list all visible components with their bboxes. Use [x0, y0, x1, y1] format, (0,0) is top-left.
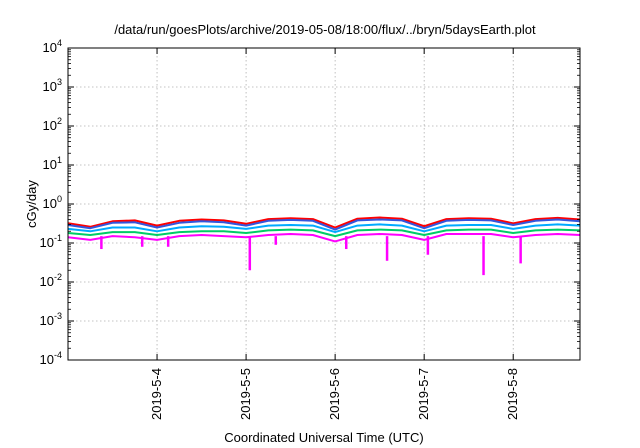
y-axis: 10-4 10-3 10-2 10-1 100 101 102 103 104 [40, 38, 580, 367]
series-line [67, 233, 581, 243]
series-line [67, 223, 581, 234]
x-axis: 2019-5-4 2019-5-5 2019-5-6 2019-5-7 2019-5-8 [149, 48, 520, 420]
x-axis-label: Coordinated Universal Time (UTC) [224, 430, 423, 445]
x-tick-label: 2019-5-7 [416, 368, 431, 420]
series-line [67, 216, 581, 229]
series-line [67, 218, 581, 231]
y-tick-label: 10-2 [40, 272, 62, 289]
grid-lines [68, 48, 580, 360]
y-tick-label: 103 [43, 77, 62, 94]
series-line [67, 228, 581, 238]
series-layer [67, 216, 581, 276]
y-tick-label: 10-1 [40, 233, 62, 250]
y-tick-label: 10-3 [40, 311, 62, 328]
y-axis-label: cGy/day [24, 180, 39, 228]
chart-title: /data/run/goesPlots/archive/2019-05-08/1… [114, 22, 536, 37]
y-tick-label: 10-4 [40, 350, 62, 367]
y-tick-label: 101 [43, 155, 62, 172]
y-tick-label: 104 [43, 38, 62, 55]
x-tick-label: 2019-5-8 [505, 368, 520, 420]
x-tick-label: 2019-5-4 [149, 368, 164, 420]
y-tick-label: 102 [43, 116, 62, 133]
y-tick-label: 100 [43, 194, 62, 211]
x-tick-label: 2019-5-6 [327, 368, 342, 420]
x-tick-label: 2019-5-5 [238, 368, 253, 420]
